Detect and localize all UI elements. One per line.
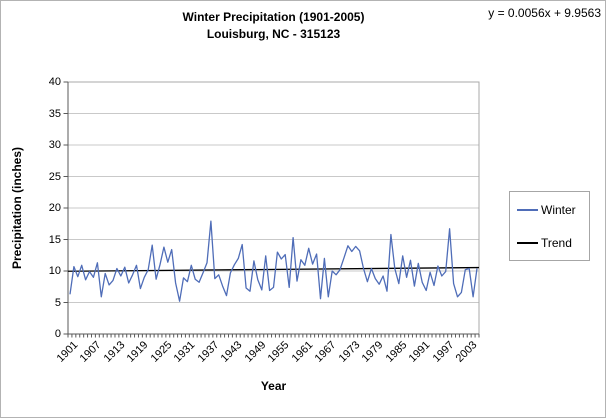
x-axis-title: Year bbox=[260, 379, 287, 393]
legend-item-trend[interactable]: Trend bbox=[517, 236, 572, 250]
trend-line-swatch bbox=[517, 242, 538, 244]
legend-label-trend: Trend bbox=[541, 236, 572, 250]
legend-item-winter[interactable]: Winter bbox=[517, 203, 576, 217]
trend-line bbox=[67, 266, 480, 272]
y-tick-label-40: 40 bbox=[48, 76, 61, 88]
y-tick-label-20: 20 bbox=[48, 202, 61, 214]
winter-series-line[interactable] bbox=[69, 220, 478, 302]
chart-title: Winter Precipitation (1901-2005) Louisbu… bbox=[1, 9, 546, 43]
chart-title-line2: Louisburg, NC - 315123 bbox=[206, 27, 341, 41]
y-tick-label-15: 15 bbox=[48, 233, 61, 246]
legend-box[interactable]: Winter Trend bbox=[509, 191, 590, 261]
chart-title-line1: Winter Precipitation (1901-2005) bbox=[182, 10, 365, 24]
y-tick-label-10: 10 bbox=[48, 265, 61, 277]
y-tick-label-25: 25 bbox=[48, 170, 61, 183]
winter-line-swatch bbox=[517, 209, 538, 211]
y-tick-label-5: 5 bbox=[54, 296, 61, 309]
y-tick-label-0: 0 bbox=[54, 328, 61, 340]
legend-label-winter: Winter bbox=[541, 203, 576, 217]
y-tick-label-30: 30 bbox=[48, 139, 61, 151]
trendline-equation: y = 0.0056x + 9.9563 bbox=[488, 6, 601, 20]
y-tick-label-35: 35 bbox=[48, 107, 61, 120]
